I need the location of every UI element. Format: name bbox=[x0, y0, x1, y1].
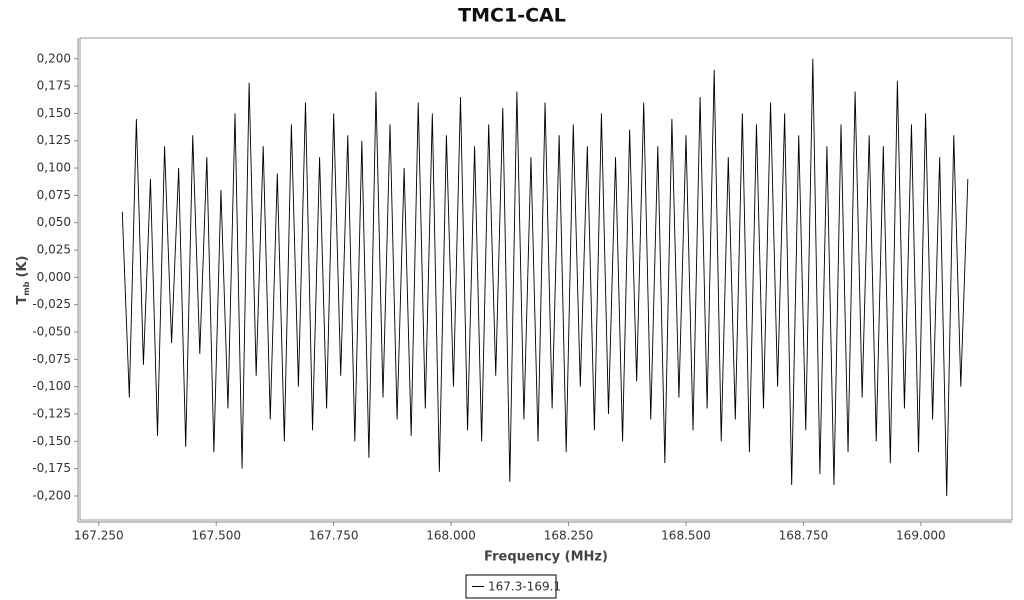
y-tick-label: 0,025 bbox=[37, 243, 71, 257]
series-line bbox=[121, 58, 969, 496]
y-tick-label: 0,175 bbox=[37, 79, 71, 93]
y-tick-label: 0,150 bbox=[37, 106, 71, 120]
x-tick-label: 168.250 bbox=[544, 529, 594, 543]
y-tick-label: -0,175 bbox=[32, 461, 71, 475]
x-tick-label: 168.750 bbox=[779, 529, 829, 543]
y-tick-label: -0,125 bbox=[32, 406, 71, 420]
y-label-unit: (K) bbox=[15, 256, 30, 278]
y-tick-label: -0,050 bbox=[32, 325, 71, 339]
x-tick-label: 167.750 bbox=[309, 529, 359, 543]
y-tick-label: -0,100 bbox=[32, 379, 71, 393]
legend-box bbox=[465, 574, 557, 599]
y-label-main: T bbox=[15, 295, 30, 304]
x-tick-label: 169.000 bbox=[896, 529, 946, 543]
x-axis-label: Frequency (MHz) bbox=[484, 550, 608, 565]
x-tick-label: 168.000 bbox=[426, 529, 476, 543]
x-tick-label: 167.500 bbox=[191, 529, 241, 543]
y-tick-label: 0,075 bbox=[37, 188, 71, 202]
y-axis-label: Tmb (K) bbox=[15, 256, 31, 305]
y-label-sub: mb bbox=[22, 281, 31, 295]
y-tick-label: -0,200 bbox=[32, 488, 71, 502]
y-tick-label: 0,125 bbox=[37, 133, 71, 147]
legend-label: 167.3-169.1 bbox=[488, 580, 561, 594]
y-tick-label: -0,150 bbox=[32, 434, 71, 448]
x-tick-label: 168.500 bbox=[661, 529, 711, 543]
y-tick-label: 0,200 bbox=[37, 51, 71, 65]
y-tick-label: -0,025 bbox=[32, 297, 71, 311]
x-tick-label: 167.250 bbox=[74, 529, 124, 543]
y-tick-label: 0,100 bbox=[37, 161, 71, 175]
plot-frame bbox=[79, 37, 1013, 521]
y-tick-label: -0,075 bbox=[32, 352, 71, 366]
chart-title: TMC1-CAL bbox=[458, 5, 566, 27]
y-tick-label: 0,050 bbox=[37, 215, 71, 229]
y-tick-label: 0,000 bbox=[37, 270, 71, 284]
